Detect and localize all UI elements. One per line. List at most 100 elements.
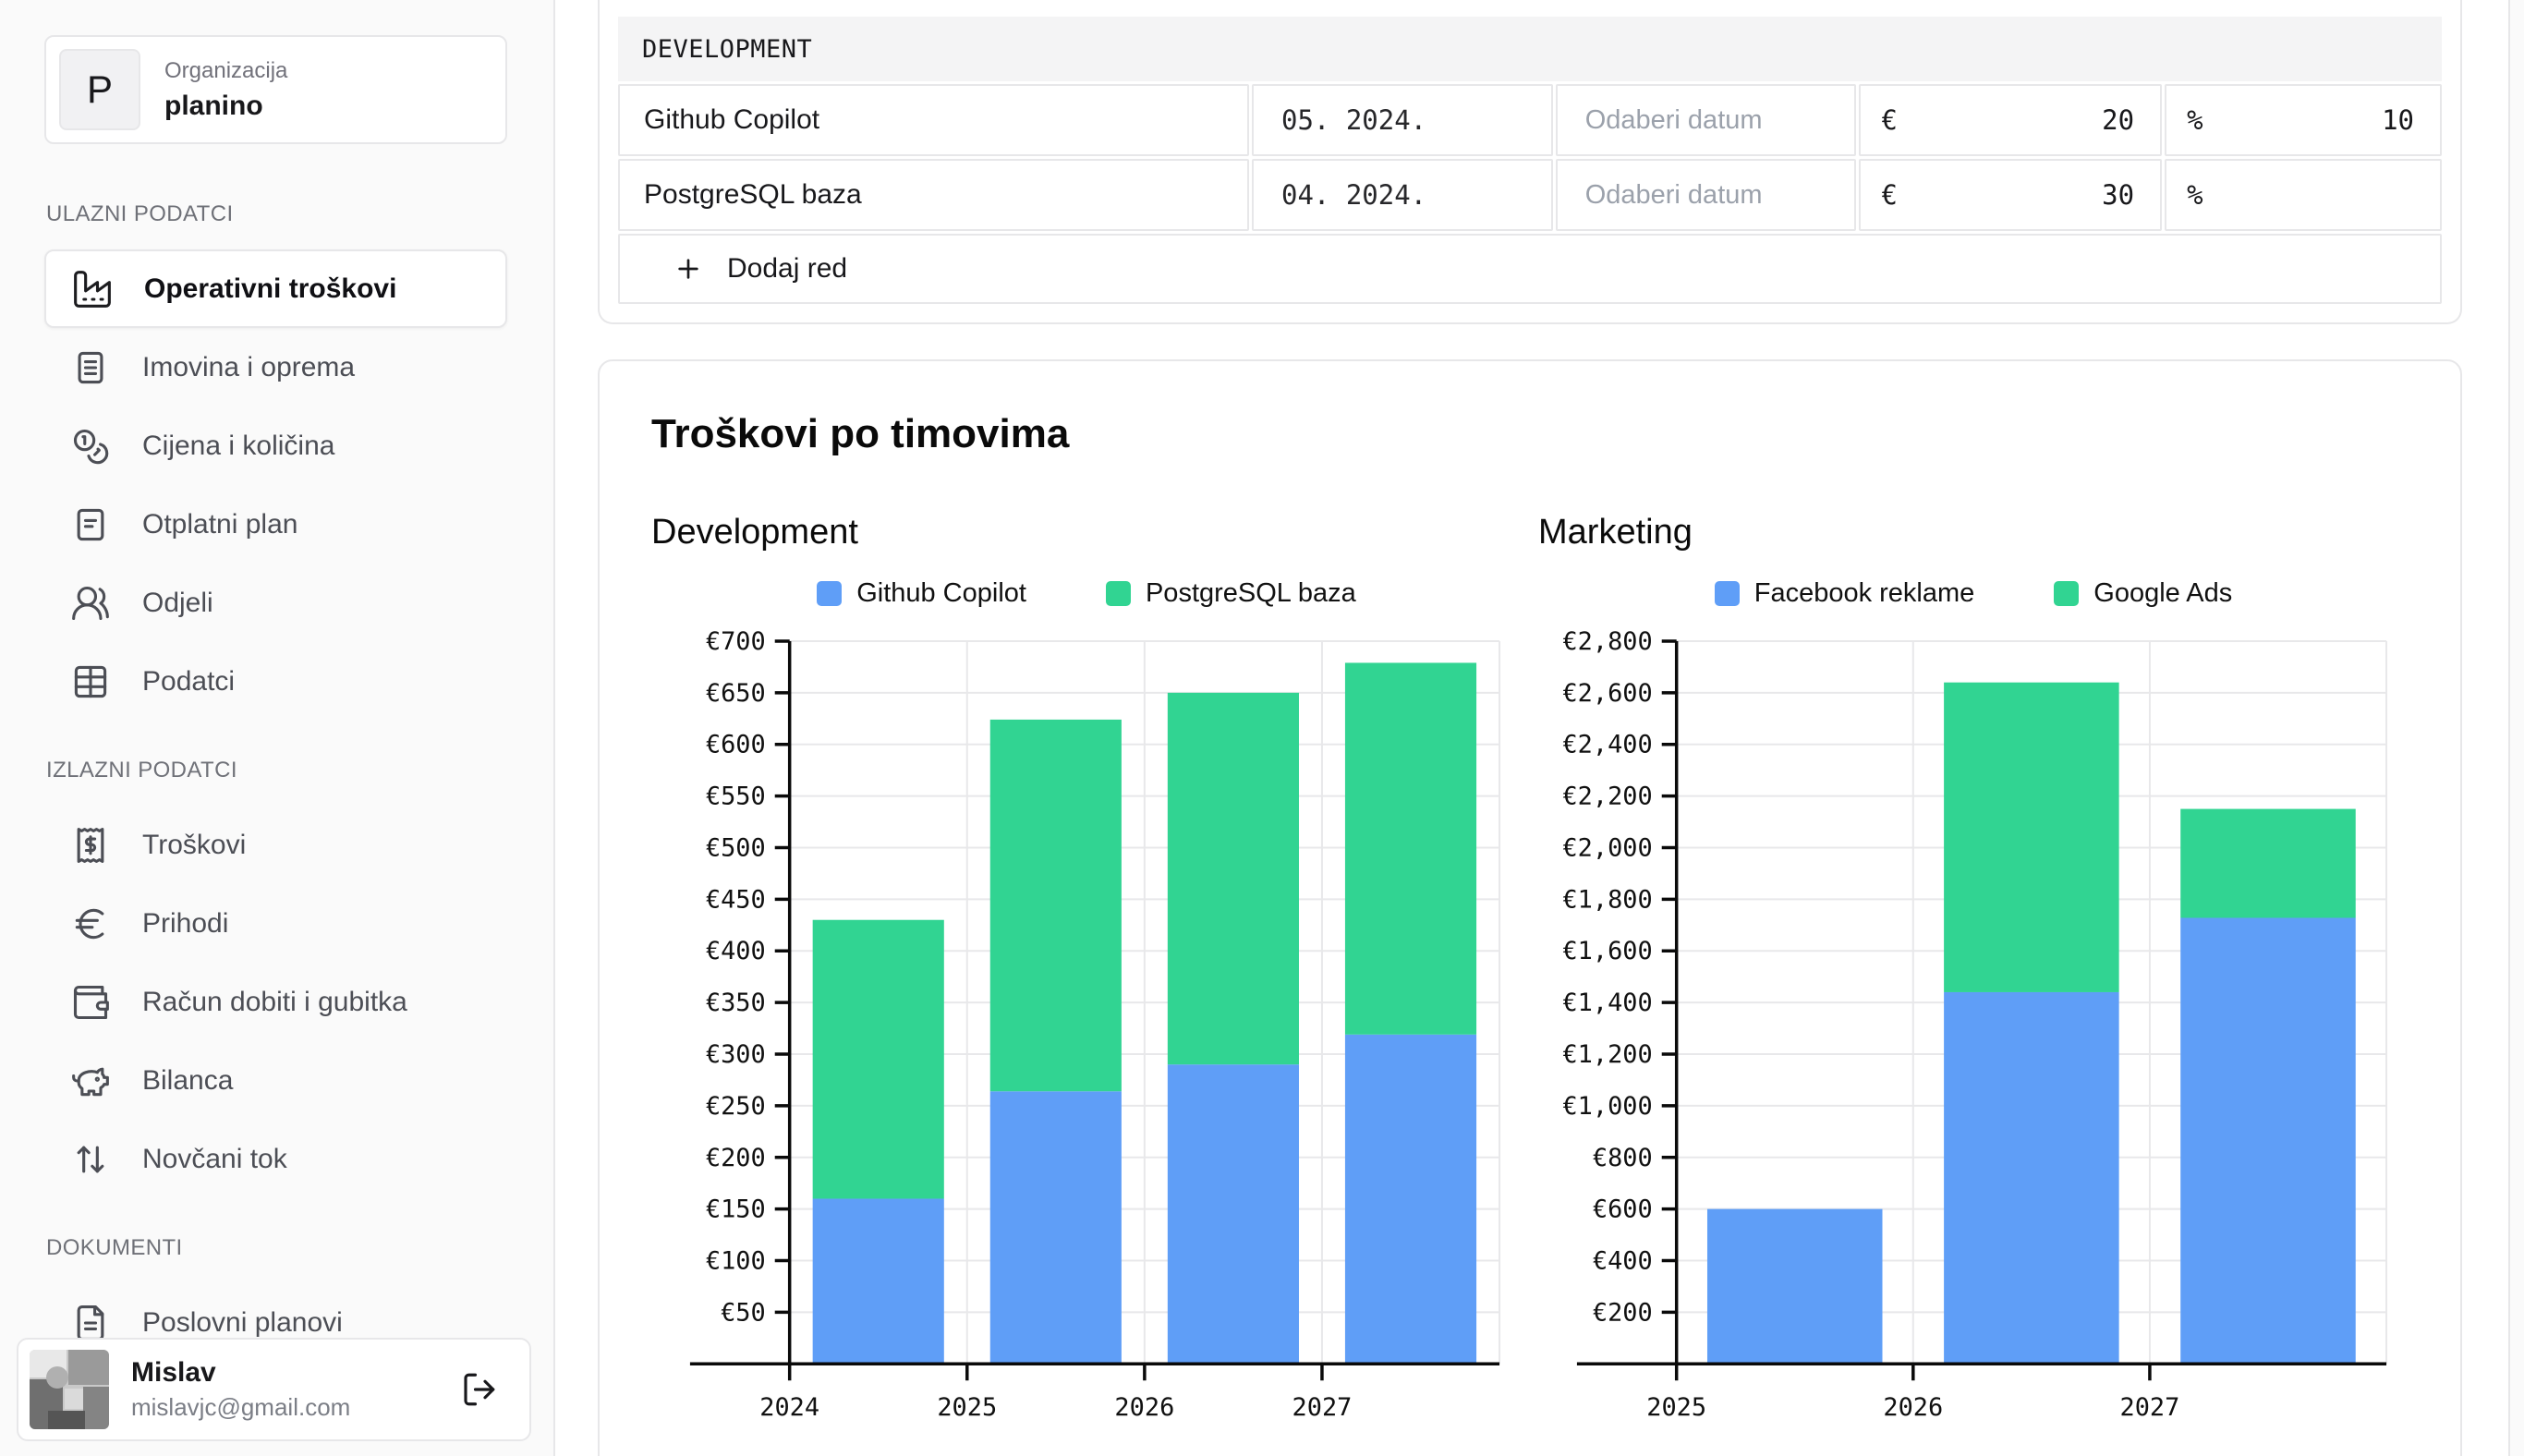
svg-text:€600: €600 xyxy=(706,731,766,759)
legend-label: Github Copilot xyxy=(856,578,1026,609)
percent-symbol: % xyxy=(2187,179,2202,211)
sidebar-item-label: Cijena i količina xyxy=(142,431,334,462)
user-card[interactable]: Mislav mislavjc@gmail.com xyxy=(17,1338,531,1441)
sidebar-item-otplatni-plan[interactable]: Otplatni plan xyxy=(44,485,507,564)
growth-input[interactable]: % xyxy=(2165,159,2442,231)
section-izlazni-podatci: IZLAZNI PODATCI xyxy=(46,758,507,783)
sidebar: P Organizacija planino ULAZNI PODATCI Op… xyxy=(0,0,555,1456)
start-date-picker[interactable]: 05. 2024. xyxy=(1252,84,1553,156)
organization-name: planino xyxy=(164,91,287,122)
growth-value: 10 xyxy=(2382,104,2414,136)
user-avatar-photo xyxy=(30,1350,109,1429)
svg-text:€700: €700 xyxy=(706,628,766,656)
end-date-picker[interactable]: Odaberi datum xyxy=(1556,159,1857,231)
sidebar-item-racun-dobiti-i-gubitka[interactable]: Račun dobiti i gubitka xyxy=(44,963,507,1041)
currency-symbol: € xyxy=(1881,179,1897,211)
legend-swatch-green xyxy=(1106,581,1131,606)
svg-text:€2,800: €2,800 xyxy=(1562,628,1652,656)
sidebar-item-label: Otplatni plan xyxy=(142,509,297,540)
building-icon xyxy=(70,347,111,388)
svg-text:€50: €50 xyxy=(721,1298,766,1327)
costs-by-teams-card: Troškovi po timovima Development Github … xyxy=(598,359,2462,1456)
plus-icon xyxy=(673,254,703,284)
currency-symbol: € xyxy=(1881,104,1897,136)
legend-swatch-blue xyxy=(1715,581,1740,606)
growth-input[interactable]: % 10 xyxy=(2165,84,2442,156)
operating-costs-card: DEVELOPMENT Github Copilot 05. 2024. Oda… xyxy=(598,0,2462,324)
marketing-chart: Marketing Facebook reklame Google Ads €2… xyxy=(1538,513,2409,1439)
svg-text:€500: €500 xyxy=(706,833,766,862)
add-row-button[interactable]: Dodaj red xyxy=(618,234,2442,304)
sidebar-item-novcani-tok[interactable]: Novčani tok xyxy=(44,1120,507,1198)
logout-button[interactable] xyxy=(459,1370,498,1409)
amount-input[interactable]: € 20 xyxy=(1859,84,2162,156)
legend-label: PostgreSQL baza xyxy=(1146,578,1356,609)
organization-switcher[interactable]: P Organizacija planino xyxy=(44,35,507,144)
svg-text:€2,200: €2,200 xyxy=(1562,783,1652,811)
svg-text:€1,200: €1,200 xyxy=(1562,1040,1652,1069)
end-date-picker[interactable]: Odaberi datum xyxy=(1556,84,1857,156)
user-email: mislavjc@gmail.com xyxy=(131,1393,350,1422)
sidebar-item-cijena-i-kolicina[interactable]: Cijena i količina xyxy=(44,406,507,485)
scrollbar-track[interactable] xyxy=(2508,0,2524,1456)
development-chart: Development Github Copilot PostgreSQL ba… xyxy=(651,513,1522,1439)
section-ulazni-podatci: ULAZNI PODATCI xyxy=(46,201,507,227)
legend-swatch-blue xyxy=(817,581,842,606)
sidebar-item-label: Operativni troškovi xyxy=(144,273,396,305)
factory-icon xyxy=(72,269,113,309)
svg-text:€450: €450 xyxy=(706,885,766,914)
sidebar-item-operativni-troskovi[interactable]: Operativni troškovi xyxy=(44,249,507,328)
sidebar-item-label: Podatci xyxy=(142,666,235,698)
cost-table-header: DEVELOPMENT xyxy=(618,17,2442,81)
legend-swatch-green xyxy=(2054,581,2079,606)
sidebar-item-odjeli[interactable]: Odjeli xyxy=(44,564,507,642)
sidebar-item-bilanca[interactable]: Bilanca xyxy=(44,1041,507,1120)
section-dokumenti: DOKUMENTI xyxy=(46,1235,507,1261)
sidebar-item-podatci[interactable]: Podatci xyxy=(44,642,507,721)
svg-text:€300: €300 xyxy=(706,1040,766,1069)
svg-text:2024: 2024 xyxy=(759,1393,819,1422)
piggy-bank-icon xyxy=(70,1061,111,1101)
cost-table: DEVELOPMENT Github Copilot 05. 2024. Oda… xyxy=(618,17,2442,304)
svg-text:€650: €650 xyxy=(706,679,766,708)
organization-avatar: P xyxy=(59,49,140,130)
amount-input[interactable]: € 30 xyxy=(1859,159,2162,231)
sidebar-item-label: Bilanca xyxy=(142,1065,233,1097)
svg-text:€200: €200 xyxy=(1593,1298,1653,1327)
svg-text:€800: €800 xyxy=(1593,1144,1653,1172)
arrows-up-down-icon xyxy=(70,1139,111,1180)
svg-text:€100: €100 xyxy=(706,1247,766,1276)
svg-text:€350: €350 xyxy=(706,989,766,1017)
percent-symbol: % xyxy=(2187,104,2202,136)
note-icon xyxy=(70,504,111,545)
svg-text:€150: €150 xyxy=(706,1195,766,1224)
legend-item: Google Ads xyxy=(2054,578,2232,609)
svg-text:€400: €400 xyxy=(706,937,766,965)
svg-text:2027: 2027 xyxy=(1292,1393,1353,1422)
start-date-picker[interactable]: 04. 2024. xyxy=(1252,159,1553,231)
svg-text:€1,400: €1,400 xyxy=(1562,989,1652,1017)
sidebar-item-prihodi[interactable]: Prihodi xyxy=(44,884,507,963)
svg-text:€2,600: €2,600 xyxy=(1562,679,1652,708)
add-row-label: Dodaj red xyxy=(727,253,847,285)
svg-text:2026: 2026 xyxy=(1114,1393,1174,1422)
cost-name-input[interactable]: PostgreSQL baza xyxy=(618,159,1249,231)
cost-name-input[interactable]: Github Copilot xyxy=(618,84,1249,156)
svg-text:€2,400: €2,400 xyxy=(1562,731,1652,759)
sidebar-item-label: Troškovi xyxy=(142,830,246,861)
svg-text:€200: €200 xyxy=(706,1144,766,1172)
logout-icon xyxy=(459,1370,498,1409)
svg-text:€550: €550 xyxy=(706,783,766,811)
stacked-bar-chart: €200€400€600€800€1,000€1,200€1,400€1,600… xyxy=(1538,628,2409,1439)
svg-text:2026: 2026 xyxy=(1883,1393,1943,1422)
sidebar-item-imovina-i-oprema[interactable]: Imovina i oprema xyxy=(44,328,507,406)
receipt-icon xyxy=(70,825,111,866)
svg-text:€250: €250 xyxy=(706,1092,766,1121)
svg-text:€2,000: €2,000 xyxy=(1562,833,1652,862)
sidebar-item-troskovi[interactable]: Troškovi xyxy=(44,806,507,884)
sidebar-item-label: Poslovni planovi xyxy=(142,1307,343,1339)
sidebar-item-label: Odjeli xyxy=(142,588,213,619)
svg-text:2025: 2025 xyxy=(1646,1393,1706,1422)
user-name: Mislav xyxy=(131,1357,350,1389)
svg-text:2025: 2025 xyxy=(937,1393,997,1422)
